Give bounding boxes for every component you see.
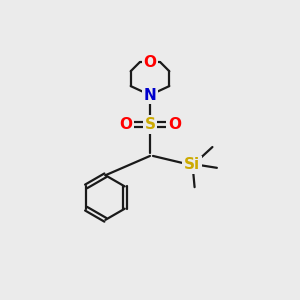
Text: O: O [168, 117, 181, 132]
Text: Si: Si [184, 158, 200, 172]
Text: O: O [143, 55, 157, 70]
Text: O: O [119, 117, 132, 132]
Text: S: S [145, 117, 155, 132]
Text: N: N [144, 88, 156, 103]
